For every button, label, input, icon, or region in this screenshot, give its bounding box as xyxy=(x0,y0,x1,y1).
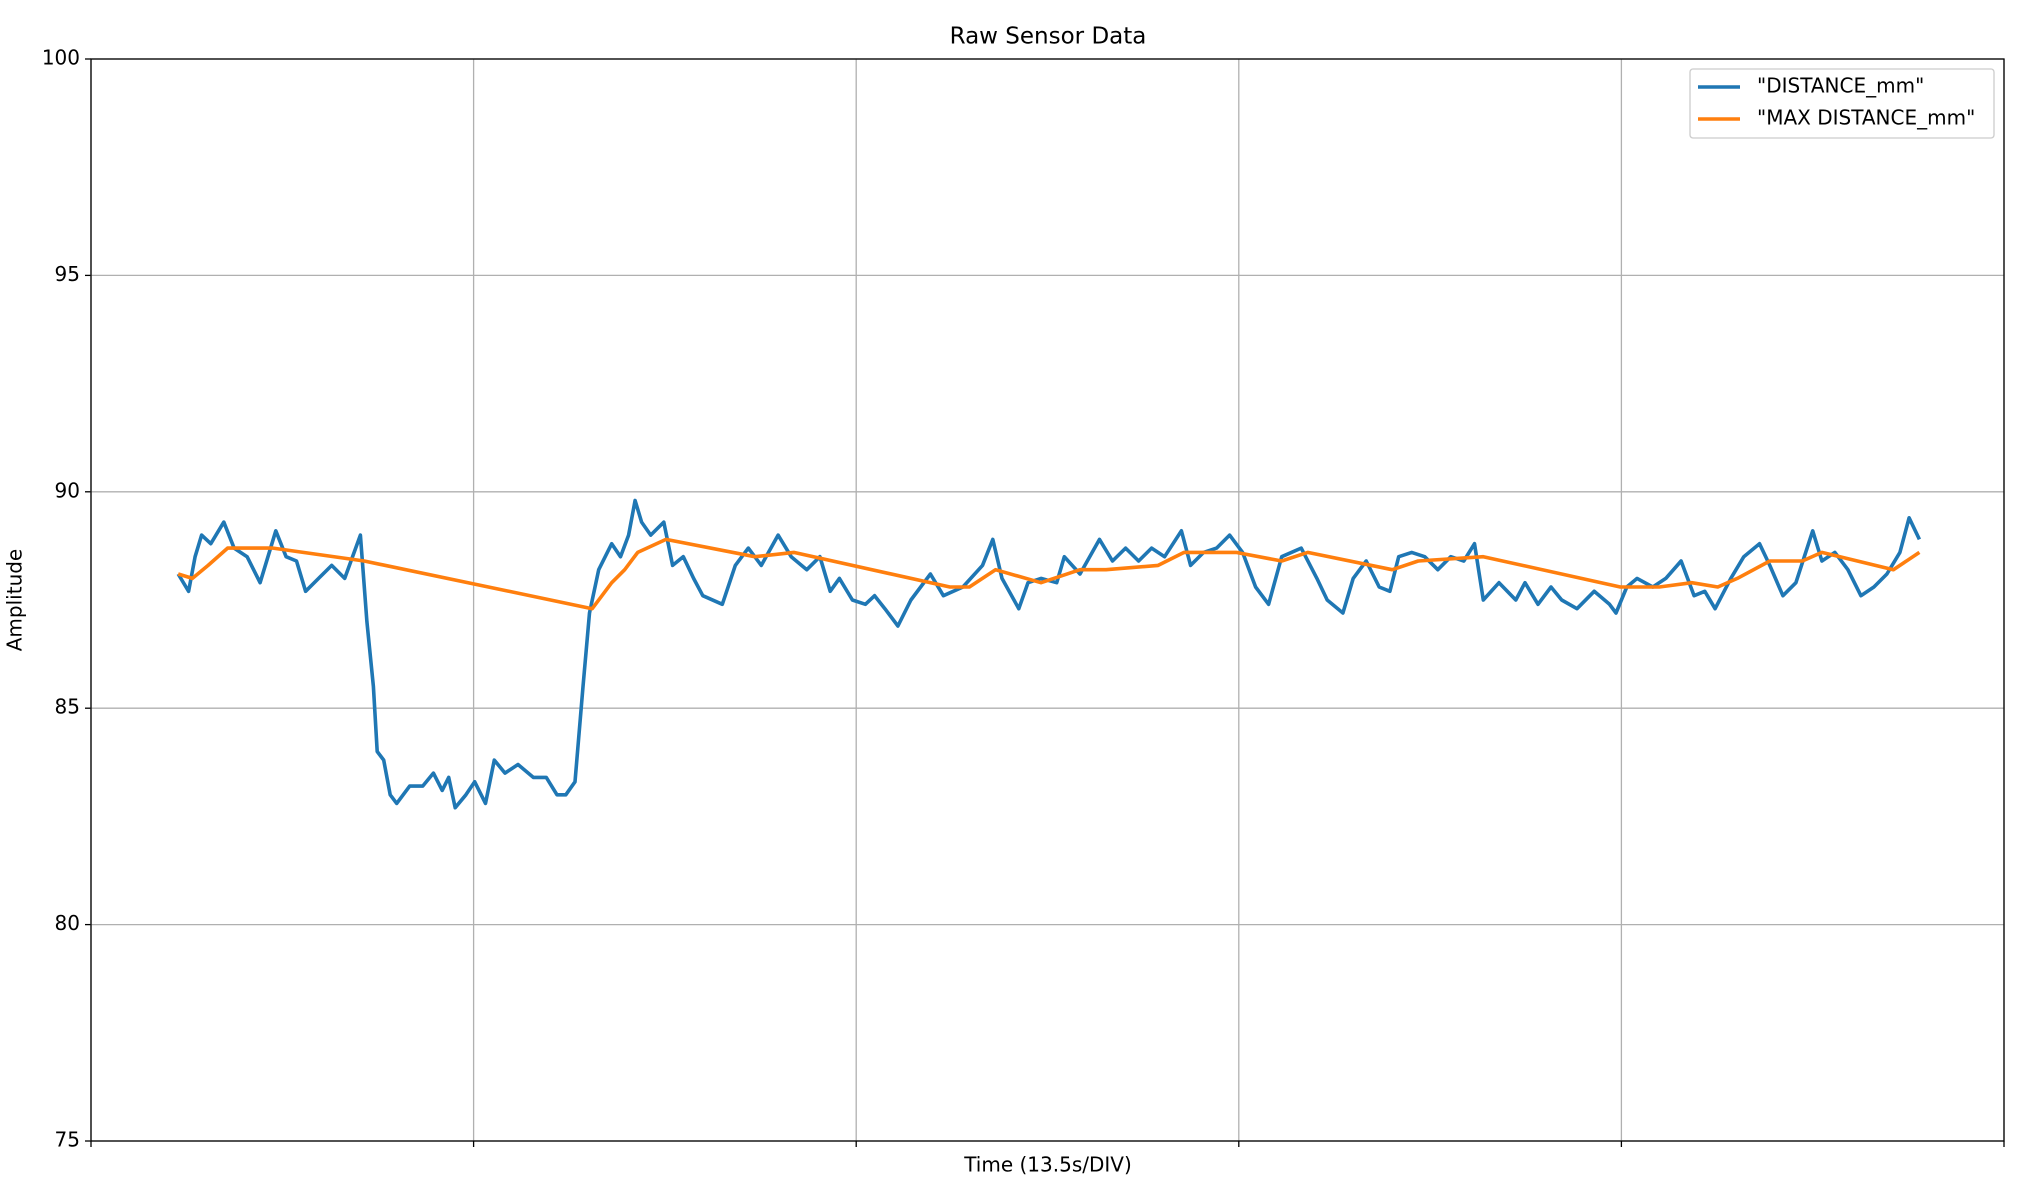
line-series xyxy=(177,537,1921,611)
legend-label: "MAX DISTANCE_mm" xyxy=(1757,106,1975,130)
y-tick-label: 80 xyxy=(55,911,80,935)
y-tick-label: 95 xyxy=(55,262,80,286)
chart-title: Raw Sensor Data xyxy=(950,24,1147,50)
y-tick-label: 90 xyxy=(55,478,80,502)
legend-label: "DISTANCE_mm" xyxy=(1757,74,1924,98)
line-series xyxy=(176,498,1922,810)
x-axis-label: Time (13.5s/DIV) xyxy=(963,1153,1132,1177)
y-tick-label: 75 xyxy=(55,1128,80,1152)
plot-frame xyxy=(90,58,2005,1142)
y-axis-label: Amplitude xyxy=(3,549,27,652)
y-tick-label: 85 xyxy=(55,695,80,719)
legend: "DISTANCE_mm" "MAX DISTANCE_mm" xyxy=(1689,68,1995,139)
legend-box xyxy=(1689,68,1995,139)
y-tick-label: 100 xyxy=(42,46,80,70)
